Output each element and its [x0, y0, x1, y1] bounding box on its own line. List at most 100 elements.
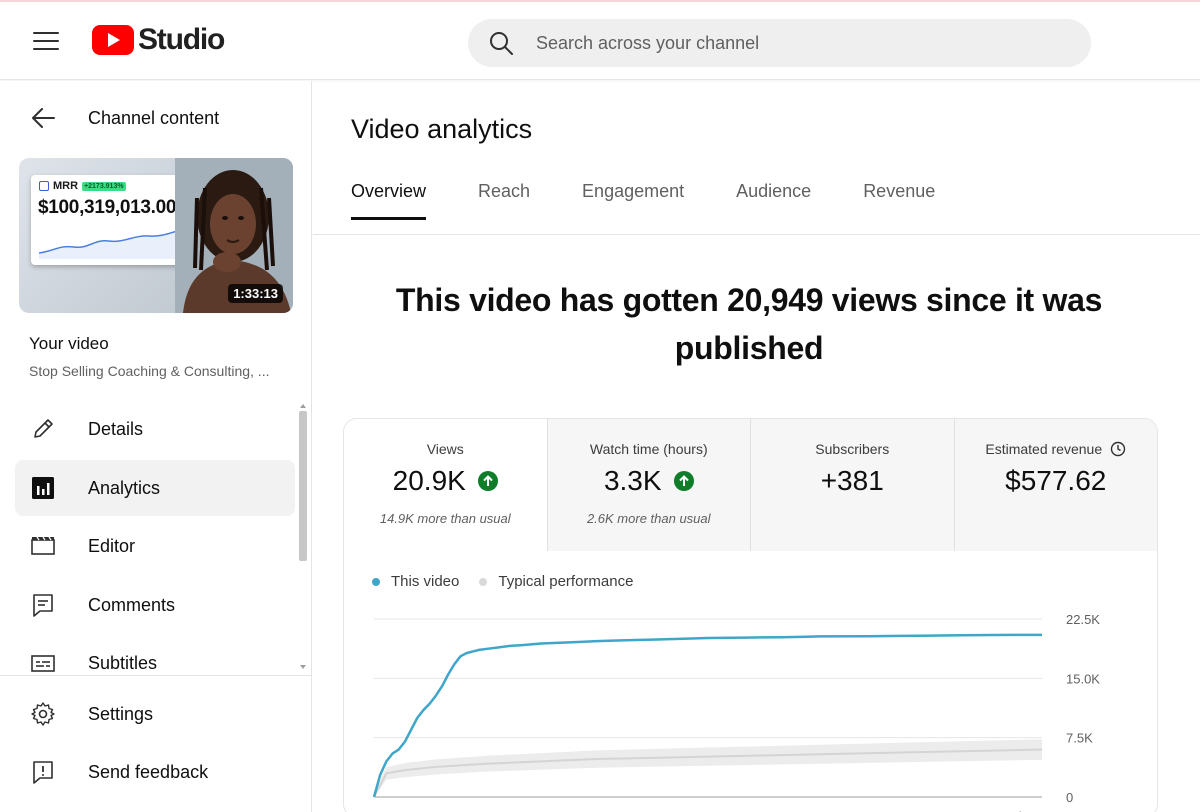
search-input[interactable]: Search across your channel [536, 32, 760, 53]
sidebar-scrollbar[interactable] [299, 411, 307, 561]
clock-icon[interactable] [1110, 441, 1126, 457]
thumbnail-amount: $100,319,013.00 [38, 197, 177, 218]
metric-value-row: 20.9K [344, 465, 547, 497]
sidebar-item-label: Editor [88, 535, 136, 556]
thumbnail-mini-chart [39, 228, 185, 259]
sidebar-item-label: Settings [88, 703, 154, 724]
metric-value: $577.62 [1005, 465, 1107, 496]
tab-revenue[interactable]: Revenue [863, 181, 936, 201]
gear-icon [31, 702, 55, 726]
y-tick-label: 22.5K [1066, 612, 1100, 627]
metric-value: 20.9K [392, 465, 466, 496]
search-icon [490, 32, 513, 55]
metric-label-row: Estimated revenue [955, 441, 1158, 457]
metric-value: +381 [820, 465, 884, 496]
sidebar-item-editor[interactable]: Editor [15, 518, 295, 574]
header: Studio Search across your channel [0, 2, 1200, 80]
tab-reach[interactable]: Reach [478, 181, 531, 201]
metric-tile-views[interactable]: Views 20.9K 14.9K more than usual [344, 419, 548, 551]
thumbnail-growth-badge: +2173.913% [82, 181, 126, 191]
metrics-card: Views 20.9K 14.9K more than usual Watch … [343, 418, 1158, 812]
page-title: Video analytics [351, 114, 533, 144]
youtube-studio-logo[interactable]: Studio [92, 23, 225, 57]
y-tick-label: 15.0K [1066, 671, 1100, 686]
typical-performance-band [374, 739, 1042, 797]
hamburger-menu-icon[interactable] [30, 28, 62, 54]
back-to-channel-content[interactable]: Channel content [30, 105, 219, 131]
legend-item-typical-performance[interactable]: Typical performance [479, 573, 633, 590]
comments-icon [33, 594, 53, 617]
x-tick-label: 72 [812, 809, 826, 812]
x-tick-label: 36 [589, 809, 603, 812]
search-bar[interactable]: Search across your channel [468, 19, 1091, 67]
tab-overview[interactable]: Overview [351, 181, 427, 220]
top-accent-line [0, 0, 1200, 2]
sidebar-item-details[interactable]: Details [15, 401, 295, 457]
tab-audience[interactable]: Audience [736, 181, 812, 201]
metric-subtext: 14.9K more than usual [379, 511, 511, 526]
y-tick-label: 7.5K [1066, 731, 1093, 746]
sidebar-item-analytics[interactable]: Analytics [15, 460, 295, 516]
sidebar-item-label: Comments [88, 594, 176, 615]
scroll-down-arrow-icon[interactable] [300, 665, 306, 669]
legend-item-this-video[interactable]: This video [372, 573, 459, 590]
legend-dot [372, 577, 380, 586]
sidebar-item-settings[interactable]: Settings [15, 686, 295, 742]
your-video-label: Your video [29, 334, 109, 353]
video-duration-badge: 1:33:13 [228, 284, 283, 303]
youtube-logo-icon [92, 25, 134, 55]
metric-label: Estimated revenue [985, 441, 1103, 457]
scroll-up-arrow-icon[interactable] [300, 404, 306, 408]
sidebar-item-comments[interactable]: Comments [15, 577, 295, 633]
back-label: Channel content [88, 107, 220, 128]
chart-legend: This video Typical performance [372, 573, 653, 590]
pencil-icon [34, 419, 53, 438]
metric-value-row: 3.3K [548, 465, 751, 497]
x-tick-label: 0 [370, 809, 377, 812]
sidebar-item-send-feedback[interactable]: Send feedback [15, 744, 295, 800]
metric-value: 3.3K [603, 465, 662, 496]
video-title[interactable]: Stop Selling Coaching & Consulting, ... [29, 363, 270, 379]
legend-dot [479, 577, 488, 586]
y-tick-label: 0 [1066, 790, 1073, 805]
video-thumbnail[interactable]: MRR +2173.913% $100,319,013.00 1:33:13 [19, 158, 293, 313]
typical-performance-line [373, 748, 1043, 798]
thumbnail-mrr-row: MRR +2173.913% [39, 180, 126, 192]
thumbnail-mrr-label: MRR [53, 180, 79, 192]
metric-label: Views [426, 441, 464, 457]
metric-tiles: Views 20.9K 14.9K more than usual Watch … [344, 419, 1157, 551]
metric-tile-watch-time[interactable]: Watch time (hours) 3.3K 2.6K more than u… [547, 419, 751, 551]
x-tick-label: 18 [478, 809, 492, 812]
arrow-back-icon [32, 108, 55, 128]
this-video-line [372, 633, 1043, 798]
sidebar-item-subtitles[interactable]: Subtitles [15, 635, 295, 691]
logo-text: Studio [138, 23, 225, 56]
metric-subtext: 2.6K more than usual [586, 511, 711, 526]
legend-label: Typical performance [498, 573, 634, 590]
sidebar-item-label: Details [88, 418, 144, 439]
x-tick-label: 108 days [989, 809, 1042, 812]
sidebar: Channel content MRR +2173.913% $100,319,… [0, 81, 312, 812]
sidebar-item-label: Analytics [88, 477, 161, 498]
views-line-chart[interactable]: 0 7.5K 15.0K 22.5K 0 18 36 54 72 90 108 days [344, 599, 1158, 812]
metric-label: Subscribers [815, 441, 890, 457]
metric-tile-estimated-revenue[interactable]: Estimated revenue $577.62 [954, 419, 1158, 551]
metric-label: Watch time (hours) [589, 441, 708, 457]
sidebar-item-label: Send feedback [88, 761, 209, 782]
trend-up-icon [477, 471, 498, 491]
analytics-tabs: Overview Reach Engagement Audience Reven… [351, 181, 987, 220]
main-content: Video analytics Overview Reach Engagemen… [313, 81, 1200, 812]
clapper-icon [31, 536, 55, 555]
legend-label: This video [391, 573, 460, 590]
trend-up-icon [673, 471, 694, 491]
stripe-icon [39, 181, 49, 191]
metric-value-row: +381 [751, 465, 954, 497]
subtitles-icon [31, 655, 55, 672]
analytics-icon [32, 477, 54, 499]
tab-engagement[interactable]: Engagement [582, 181, 685, 201]
metric-tile-subscribers[interactable]: Subscribers +381 [751, 419, 955, 551]
metric-value-row: $577.62 [955, 465, 1158, 497]
thumbnail-mrr-card: MRR +2173.913% $100,319,013.00 [31, 175, 193, 265]
x-tick-label: 54 [701, 809, 715, 812]
x-tick-label: 90 [923, 809, 937, 812]
